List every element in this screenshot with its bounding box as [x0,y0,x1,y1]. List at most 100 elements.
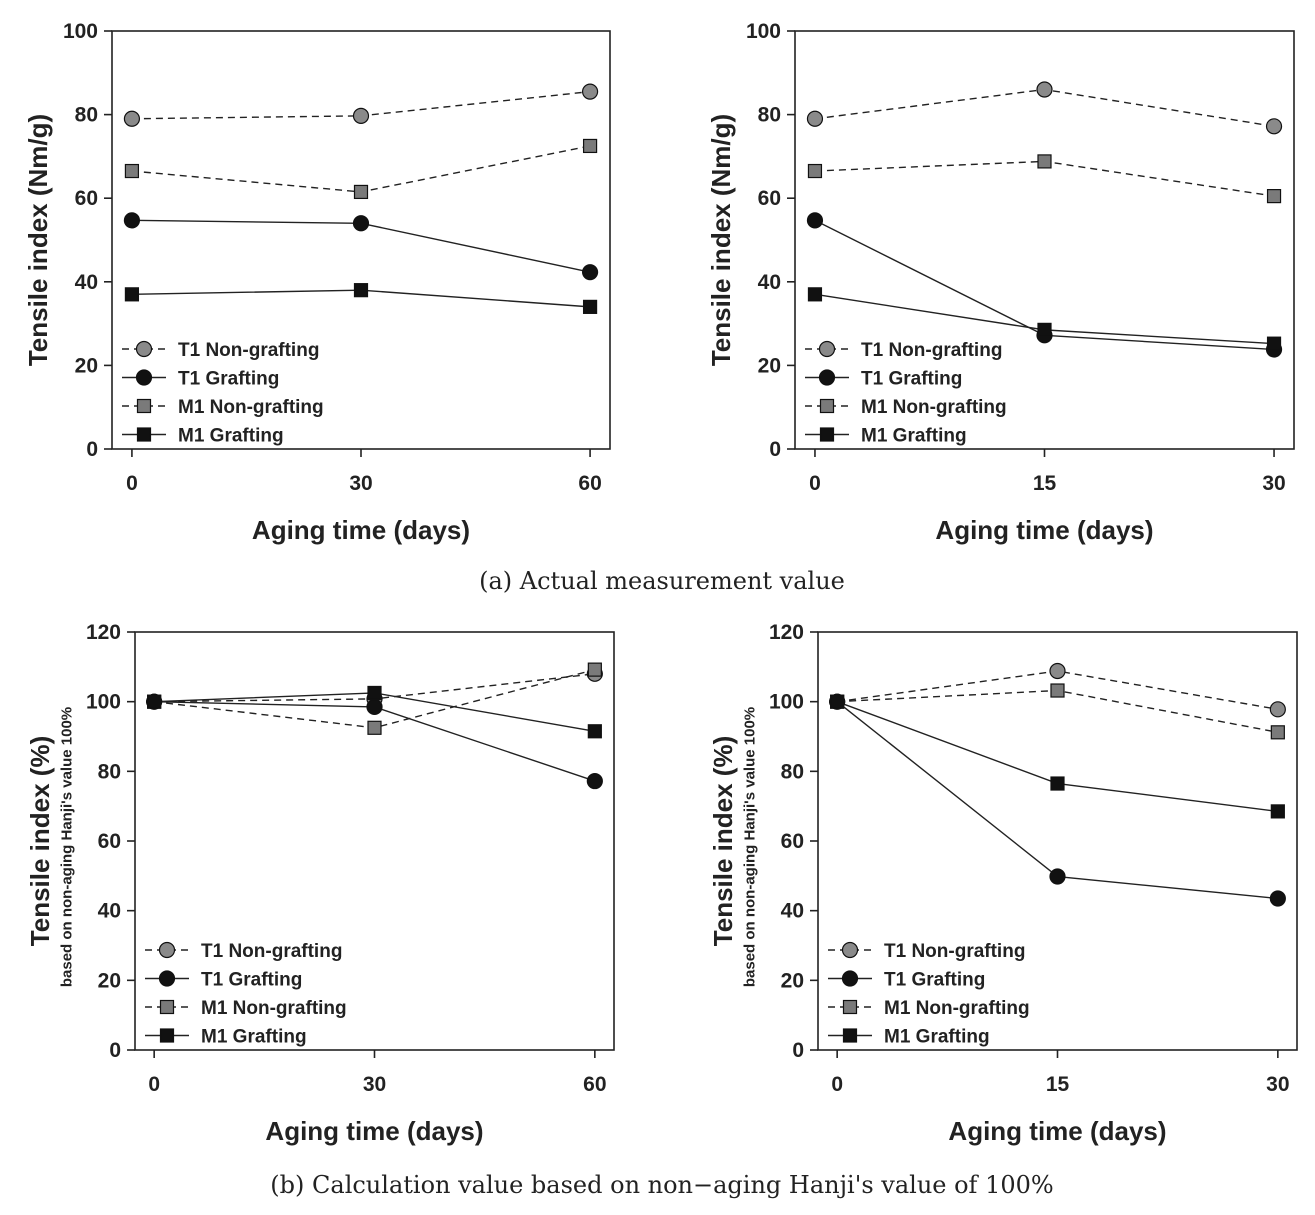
data-point [1050,776,1065,791]
data-point [1037,154,1052,169]
data-point [586,772,603,790]
x-tick-label: 30 [1262,472,1285,495]
data-point [367,685,382,701]
legend-marker [841,970,859,987]
x-tick-label: 60 [583,1073,606,1096]
legend-label: M1 Grafting [201,1027,307,1048]
legend-marker [841,941,859,959]
data-point [1270,725,1285,740]
y-tick-label: 80 [98,760,121,783]
data-point [123,212,141,229]
data-point [1266,336,1282,351]
x-tick-label: 0 [148,1073,160,1096]
y-tick-label: 60 [98,830,121,853]
y-tick-label: 60 [75,187,98,210]
chart-a-left: 0 20 40 60 80 100 0 30 60 Aging time (days) Tensil… [23,20,611,545]
x-axis-title: Aging time (days) [935,515,1153,545]
y-axis-title: Tensile index (%) [708,736,738,946]
legend-label: T1 Grafting [884,970,985,991]
caption-a: (a) Actual measurement value [479,567,845,595]
y-tick-label: 80 [781,760,804,783]
series-line-3 [836,701,1278,813]
y-axis-title: Tensile index (Nm/g) [706,114,736,366]
y-tick-label: 40 [98,900,121,923]
x-tick-label: 15 [1046,1073,1070,1096]
data-point [1266,189,1282,204]
chart-b-right: 0 20 40 60 80 100 120 0 15 30 Aging time (days) Ten… [708,621,1298,1146]
x-axis-title: Aging time (days) [948,1116,1166,1146]
x-tick-label: 0 [809,472,821,495]
legend-label: M1 Grafting [884,1027,990,1048]
y-tick-label: 20 [781,969,804,992]
legend-label: M1 Grafting [861,426,967,447]
legend-marker [135,369,153,386]
y-tick-label: 60 [758,187,781,210]
x-tick-label: 30 [363,1073,386,1096]
data-point [367,720,382,735]
x-tick-label: 30 [349,472,372,495]
legend-marker [819,427,835,442]
data-point [1265,118,1283,135]
y-tick-label: 0 [109,1039,121,1062]
legend-marker [136,427,152,442]
y-tick-label: 80 [758,104,781,127]
data-point [807,163,823,179]
y-tick-label: 80 [75,104,98,127]
y-tick-label: 100 [769,691,804,714]
x-tick-label: 15 [1033,472,1057,495]
y-tick-label: 20 [98,969,121,992]
data-point [1269,890,1286,907]
data-point [352,215,370,232]
data-point [830,694,845,709]
data-point [124,287,140,302]
legend-marker [819,398,835,414]
legend-marker [135,340,153,358]
y-axis-title: Tensile index (%) [25,736,55,946]
legend-label: T1 Non-grafting [861,340,1002,361]
data-point [147,694,162,709]
data-point [587,662,602,677]
legend-label: T1 Non-grafting [178,340,319,361]
data-point [353,184,369,200]
y-tick-label: 20 [758,354,781,377]
y-tick-label: 100 [86,691,121,714]
x-axis-title: Aging time (days) [252,515,470,545]
data-point [806,110,824,127]
data-point [1270,804,1285,819]
legend-marker [158,941,176,959]
data-point [124,163,140,179]
y-tick-label: 0 [86,438,98,461]
x-tick-label: 0 [831,1073,843,1096]
legend-label: T1 Non-grafting [884,941,1025,962]
x-tick-label: 30 [1266,1073,1289,1096]
y-tick-label: 0 [769,438,781,461]
y-tick-label: 40 [758,271,781,294]
legend-label: T1 Grafting [201,970,302,991]
legend-marker [842,999,858,1015]
data-point [581,83,599,100]
x-tick-label: 0 [126,472,138,495]
legend-marker [159,1028,175,1043]
y-tick-label: 20 [75,354,98,377]
x-axis-title: Aging time (days) [265,1116,483,1146]
legend-marker [818,369,836,386]
data-point [123,110,141,127]
y-tick-label: 100 [63,20,98,43]
data-point [1049,868,1066,885]
legend-label: T1 Grafting [178,369,279,390]
data-point [1036,81,1053,98]
legend-marker [158,970,176,987]
legend-label: M1 Non-grafting [178,397,324,418]
legend-label: M1 Grafting [178,426,284,447]
y-tick-label: 40 [75,271,98,294]
data-point [582,299,598,314]
data-point [807,287,823,302]
chart-b-left: 0 20 40 60 80 100 120 0 30 60 Aging time (days) Ten… [25,621,615,1146]
data-point [1049,662,1066,680]
legend-marker [159,999,175,1015]
data-point [1037,322,1052,337]
legend-marker [136,398,152,414]
data-point [352,107,370,124]
y-tick-label: 0 [792,1039,804,1062]
